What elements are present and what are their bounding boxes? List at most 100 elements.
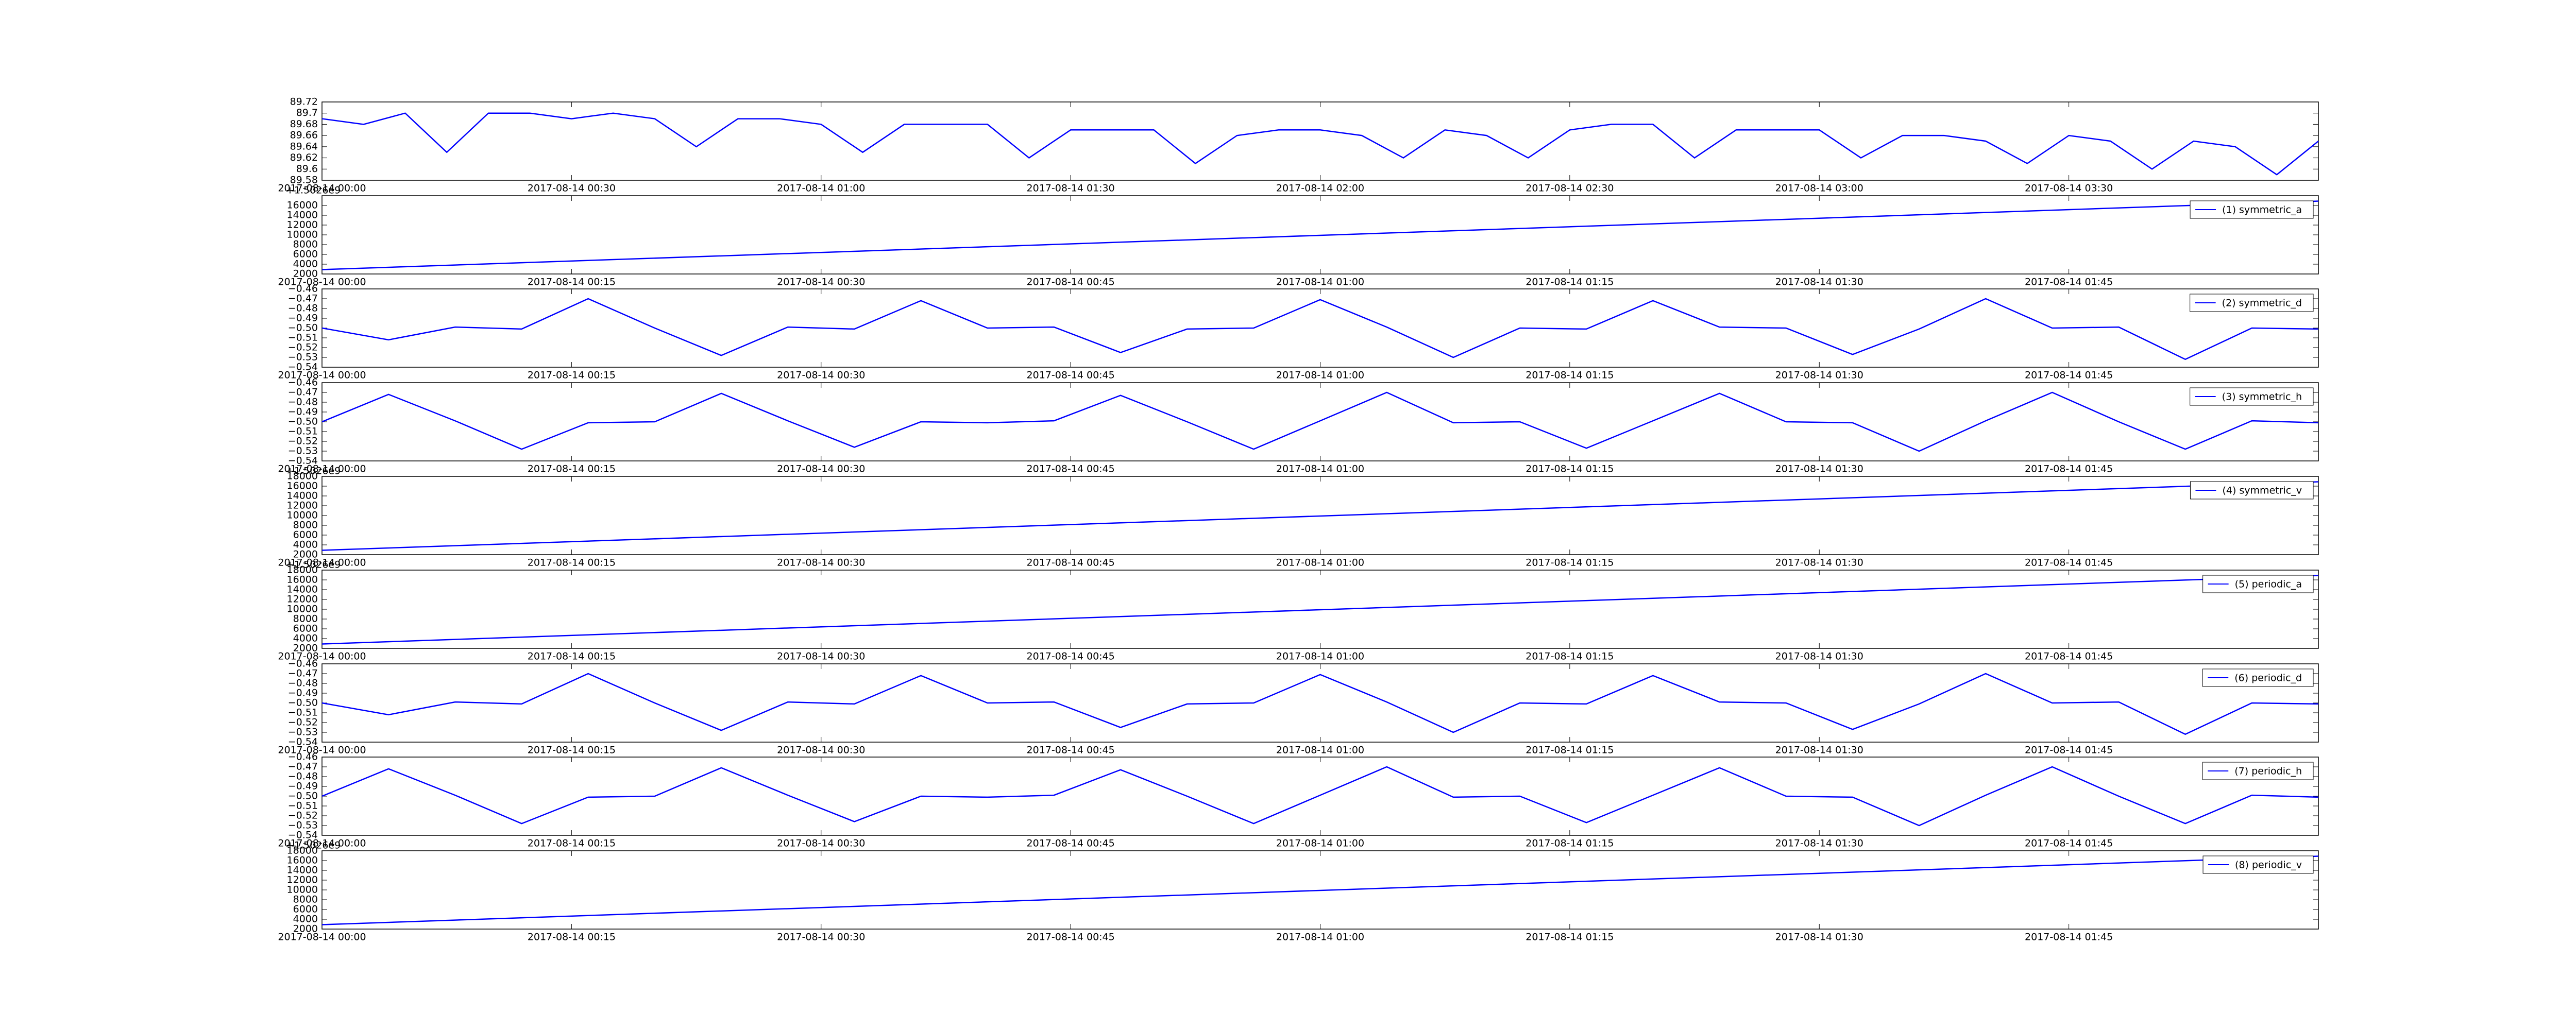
y-tick-label: −0.46 — [288, 751, 318, 763]
y-tick-label: −0.51 — [288, 332, 318, 344]
x-tick-label: 2017-08-14 00:00 — [278, 838, 366, 849]
x-tick-label: 2017-08-14 00:30 — [777, 745, 865, 756]
x-tick-label: 2017-08-14 00:30 — [777, 838, 865, 849]
plot-area — [321, 288, 2319, 368]
x-tick-label: 2017-08-14 02:00 — [1276, 183, 1364, 194]
y-tick-label: 14000 — [287, 584, 318, 595]
y-tick-label: 18000 — [287, 471, 318, 482]
legend-label: (4) symmetric_v — [2222, 485, 2302, 496]
y-tick-label: 2000 — [293, 549, 318, 560]
y-tick-label: −0.49 — [288, 313, 318, 324]
y-tick-label: 2000 — [293, 268, 318, 280]
y-tick-label: −0.54 — [288, 736, 318, 748]
x-tick-label: 2017-08-14 01:45 — [2025, 745, 2113, 756]
x-tick-label: 2017-08-14 00:45 — [1027, 838, 1115, 849]
x-tick-label: 2017-08-14 00:30 — [777, 370, 865, 381]
y-tick-label: 12000 — [287, 874, 318, 886]
y-tick-label: −0.50 — [288, 322, 318, 334]
x-tick-label: 2017-08-14 00:30 — [777, 464, 865, 475]
y-tick-label: −0.49 — [288, 406, 318, 418]
y-tick-label: −0.48 — [288, 678, 318, 689]
legend-label: (6) periodic_d — [2234, 673, 2302, 684]
x-tick-label: 2017-08-14 01:15 — [1526, 651, 1614, 662]
x-tick-label: 2017-08-14 00:15 — [528, 651, 616, 662]
data-line — [321, 391, 2319, 452]
y-tick-label: 12000 — [287, 219, 318, 231]
y-tick-label: 8000 — [293, 613, 318, 625]
y-tick-label: 18000 — [287, 564, 318, 576]
y-tick-label: 89.72 — [290, 96, 318, 108]
x-tick-label: 2017-08-14 01:45 — [2025, 370, 2113, 381]
y-tick-label: −0.52 — [288, 436, 318, 447]
x-tick-label: 2017-08-14 00:00 — [278, 651, 366, 662]
x-tick-label: 2017-08-14 00:45 — [1027, 651, 1115, 662]
x-tick-label: 2017-08-14 00:30 — [777, 932, 865, 943]
x-tick-label: 2017-08-14 01:15 — [1526, 370, 1614, 381]
data-line — [321, 200, 2319, 270]
x-tick-label: 2017-08-14 00:15 — [528, 838, 616, 849]
y-tick-label: 2000 — [293, 923, 318, 935]
offset-text: +1.5026e9 — [286, 466, 341, 477]
y-tick-label: −0.49 — [288, 688, 318, 699]
y-tick-label: 14000 — [287, 490, 318, 502]
y-tick-label: −0.46 — [288, 658, 318, 670]
y-tick-label: −0.54 — [288, 455, 318, 467]
y-tick-label: 89.66 — [290, 130, 318, 141]
y-tick-label: 89.58 — [290, 175, 318, 186]
y-tick-label: 6000 — [293, 623, 318, 634]
x-tick-label: 2017-08-14 01:30 — [1775, 932, 1863, 943]
x-tick-label: 2017-08-14 01:15 — [1526, 838, 1614, 849]
y-tick-label: 14000 — [287, 865, 318, 876]
y-tick-label: 16000 — [287, 480, 318, 492]
y-tick-label: −0.46 — [288, 377, 318, 388]
y-tick-label: 6000 — [293, 249, 318, 260]
x-tick-label: 2017-08-14 00:45 — [1027, 745, 1115, 756]
x-tick-label: 2017-08-14 01:45 — [2025, 277, 2113, 288]
x-tick-label: 2017-08-14 03:30 — [2025, 183, 2113, 194]
x-tick-label: 2017-08-14 00:45 — [1027, 932, 1115, 943]
data-line — [321, 298, 2319, 360]
x-tick-label: 2017-08-14 00:30 — [777, 651, 865, 662]
y-tick-label: −0.53 — [288, 352, 318, 363]
offset-text: +1.5026e9 — [286, 185, 341, 196]
x-tick-label: 2017-08-14 00:15 — [528, 277, 616, 288]
y-tick-label: −0.51 — [288, 707, 318, 718]
y-tick-label: −0.47 — [288, 668, 318, 679]
y-tick-label: −0.50 — [288, 791, 318, 802]
x-tick-label: 2017-08-14 01:45 — [2025, 557, 2113, 569]
x-tick-label: 2017-08-14 00:45 — [1027, 464, 1115, 475]
x-tick-label: 2017-08-14 01:00 — [1276, 651, 1364, 662]
y-tick-label: −0.49 — [288, 781, 318, 792]
y-tick-label: 4000 — [293, 914, 318, 925]
x-tick-label: 2017-08-14 00:45 — [1027, 557, 1115, 569]
x-tick-label: 2017-08-14 01:45 — [2025, 464, 2113, 475]
data-line — [321, 855, 2319, 925]
y-tick-label: −0.52 — [288, 342, 318, 353]
y-tick-label: 8000 — [293, 520, 318, 531]
y-tick-label: 10000 — [287, 510, 318, 521]
y-tick-label: 8000 — [293, 894, 318, 905]
y-tick-label: −0.48 — [288, 771, 318, 782]
data-line — [321, 575, 2319, 645]
legend-label: (2) symmetric_d — [2222, 298, 2302, 309]
x-tick-label: 2017-08-14 01:30 — [1775, 370, 1863, 381]
y-tick-label: −0.46 — [288, 283, 318, 295]
x-tick-label: 2017-08-14 01:30 — [1775, 745, 1863, 756]
y-tick-label: 6000 — [293, 529, 318, 541]
legend-label: (1) symmetric_a — [2222, 204, 2302, 216]
y-tick-label: 16000 — [287, 574, 318, 586]
y-tick-label: 4000 — [293, 539, 318, 551]
x-tick-label: 2017-08-14 01:15 — [1526, 557, 1614, 569]
x-tick-label: 2017-08-14 00:15 — [528, 557, 616, 569]
x-tick-label: 2017-08-14 01:15 — [1526, 277, 1614, 288]
y-tick-label: 6000 — [293, 904, 318, 915]
y-tick-label: 16000 — [287, 200, 318, 211]
x-tick-label: 2017-08-14 01:30 — [1775, 838, 1863, 849]
x-tick-label: 2017-08-14 01:30 — [1775, 557, 1863, 569]
legend-label: (3) symmetric_h — [2222, 391, 2302, 403]
x-tick-label: 2017-08-14 01:00 — [1276, 557, 1364, 569]
x-tick-label: 2017-08-14 02:30 — [1526, 183, 1614, 194]
y-tick-label: 16000 — [287, 855, 318, 866]
x-tick-label: 2017-08-14 01:15 — [1526, 464, 1614, 475]
y-tick-label: −0.52 — [288, 717, 318, 728]
